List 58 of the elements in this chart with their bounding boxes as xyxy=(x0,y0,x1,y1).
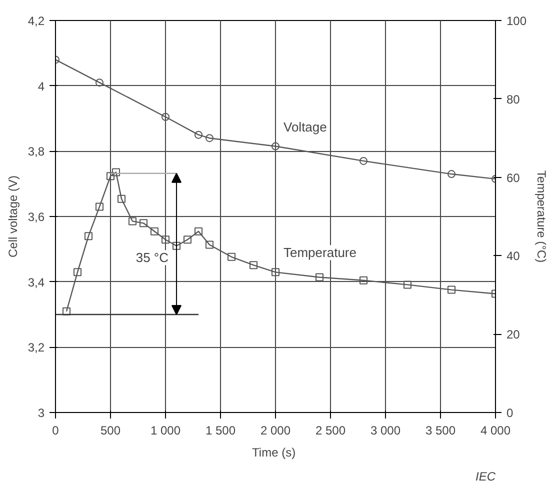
annotation: 35 °C xyxy=(136,250,169,266)
point xyxy=(162,112,170,121)
point xyxy=(150,227,158,236)
y-tick-label: 3,4 xyxy=(28,275,45,290)
point xyxy=(172,242,180,250)
y2-tick-label: 40 xyxy=(506,249,520,264)
point xyxy=(194,130,202,139)
point xyxy=(118,194,126,203)
point xyxy=(184,236,192,244)
point xyxy=(96,78,104,87)
y-tick-label: 4,2 xyxy=(28,14,45,28)
x-tick-label: 4 000 xyxy=(480,424,511,438)
point xyxy=(272,268,280,276)
point xyxy=(228,252,236,261)
y2-tick-label: 80 xyxy=(506,92,520,106)
point xyxy=(84,232,92,240)
text: IEC xyxy=(475,470,496,484)
point xyxy=(316,273,324,282)
x-tick-label: 1 000 xyxy=(150,424,181,438)
y2-tick-label: 20 xyxy=(506,328,520,342)
y2-tick-label: 100 xyxy=(506,14,527,28)
y-tick-label: 3 xyxy=(38,406,45,420)
y-tick-label: 3,2 xyxy=(28,340,45,355)
x-tick-label: 2 000 xyxy=(260,424,291,438)
point xyxy=(250,261,258,270)
y2-tick-label: 0 xyxy=(506,406,514,420)
y-axis-title: Cell voltage (V) xyxy=(6,175,20,258)
y-tick-label: 4 xyxy=(38,79,45,94)
x-tick-label: 3 000 xyxy=(370,424,401,438)
point xyxy=(448,170,456,178)
point xyxy=(106,172,114,180)
point xyxy=(62,307,70,316)
point xyxy=(140,219,148,228)
point xyxy=(128,217,136,226)
point xyxy=(360,276,368,284)
series-label: Voltage xyxy=(284,119,327,134)
x-tick-label: 1 500 xyxy=(205,424,236,438)
point xyxy=(162,236,170,244)
y-tick-label: 3,6 xyxy=(28,210,45,224)
point xyxy=(74,268,82,276)
point xyxy=(272,142,280,150)
x-tick-label: 3 500 xyxy=(425,424,456,438)
point xyxy=(206,134,214,142)
point xyxy=(448,286,456,294)
x-tick-label: 500 xyxy=(100,424,121,438)
point xyxy=(112,168,120,176)
y-tick-label: 3,8 xyxy=(28,144,45,159)
series-label: Temperature xyxy=(284,245,356,260)
y2-tick-label: 60 xyxy=(506,170,520,185)
point xyxy=(206,240,214,249)
point xyxy=(194,227,202,236)
x-tick-label: 2 500 xyxy=(315,424,346,438)
x-axis-title: Time (s) xyxy=(252,446,296,460)
x-tick-label: 0 xyxy=(52,424,60,438)
point xyxy=(96,202,104,211)
point xyxy=(360,156,368,165)
y2-axis-title: Temperature (°C) xyxy=(534,170,549,263)
point xyxy=(404,280,412,289)
